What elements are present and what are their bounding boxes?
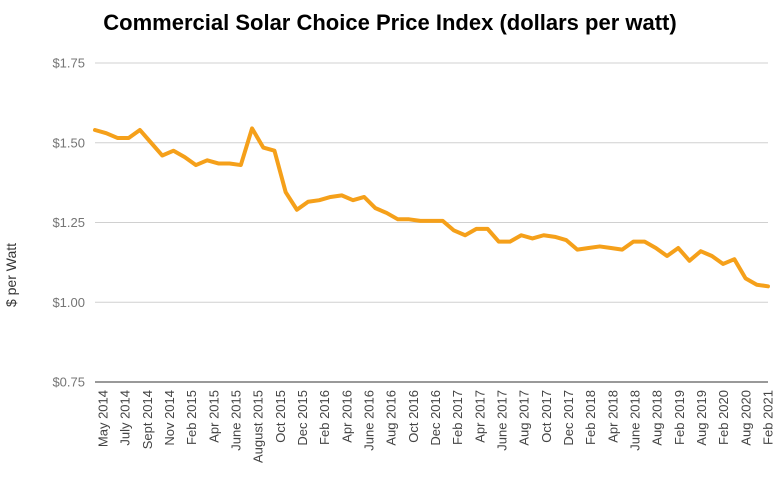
y-tick-label: $1.25	[52, 215, 85, 230]
x-tick-label: June 2016	[362, 390, 377, 451]
x-axis-ticks: May 2014 July 2014 Sept 2014 Nov 2014 Feb 20…	[96, 390, 776, 463]
y-axis-label: $ per Watt	[3, 243, 19, 307]
x-tick-label: Apr 2016	[339, 390, 354, 443]
series-layer	[93, 126, 770, 289]
x-tick-label: Aug 2017	[517, 390, 532, 446]
x-tick-label: June 2015	[229, 390, 244, 451]
x-tick-label: Oct 2015	[273, 390, 288, 443]
x-tick-label: Oct 2017	[539, 390, 554, 443]
x-tick-label: Feb 2019	[672, 390, 687, 445]
x-tick-label: Apr 2018	[605, 390, 620, 443]
chart-title: Commercial Solar Choice Price Index (dol…	[103, 10, 677, 35]
y-axis-ticks: $0.75 $1.00 $1.25 $1.50 $1.75	[52, 56, 85, 390]
x-tick-label: Apr 2015	[206, 390, 221, 443]
y-tick-label: $1.50	[52, 135, 85, 150]
y-tick-label: $1.00	[52, 295, 85, 310]
x-tick-label: Apr 2017	[472, 390, 487, 443]
x-tick-label: Dec 2015	[295, 390, 310, 446]
x-tick-label: Sept 2014	[140, 390, 155, 449]
x-tick-label: June 2017	[495, 390, 510, 451]
x-tick-label: Aug 2020	[738, 390, 753, 446]
x-tick-label: Feb 2020	[716, 390, 731, 445]
x-tick-label: July 2014	[118, 390, 133, 446]
x-tick-label: Aug 2019	[694, 390, 709, 446]
x-tick-label: June 2018	[628, 390, 643, 451]
x-tick-label: Feb 2016	[317, 390, 332, 445]
x-tick-label: Dec 2016	[428, 390, 443, 446]
x-tick-label: Nov 2014	[162, 390, 177, 446]
x-tick-label: Aug 2018	[650, 390, 665, 446]
series-line	[93, 126, 770, 289]
x-tick-label: Aug 2016	[384, 390, 399, 446]
y-tick-label: $1.75	[52, 56, 85, 71]
x-tick-label: Feb 2018	[583, 390, 598, 445]
x-tick-label: May 2014	[96, 390, 111, 447]
x-tick-label: August 2015	[251, 390, 266, 463]
x-tick-label: Feb 2015	[184, 390, 199, 445]
x-tick-label: Dec 2017	[561, 390, 576, 446]
x-tick-label: Feb 2017	[450, 390, 465, 445]
x-tick-label: Oct 2016	[406, 390, 421, 443]
x-tick-label: Feb 2021	[761, 390, 776, 445]
y-tick-label: $0.75	[52, 375, 85, 390]
